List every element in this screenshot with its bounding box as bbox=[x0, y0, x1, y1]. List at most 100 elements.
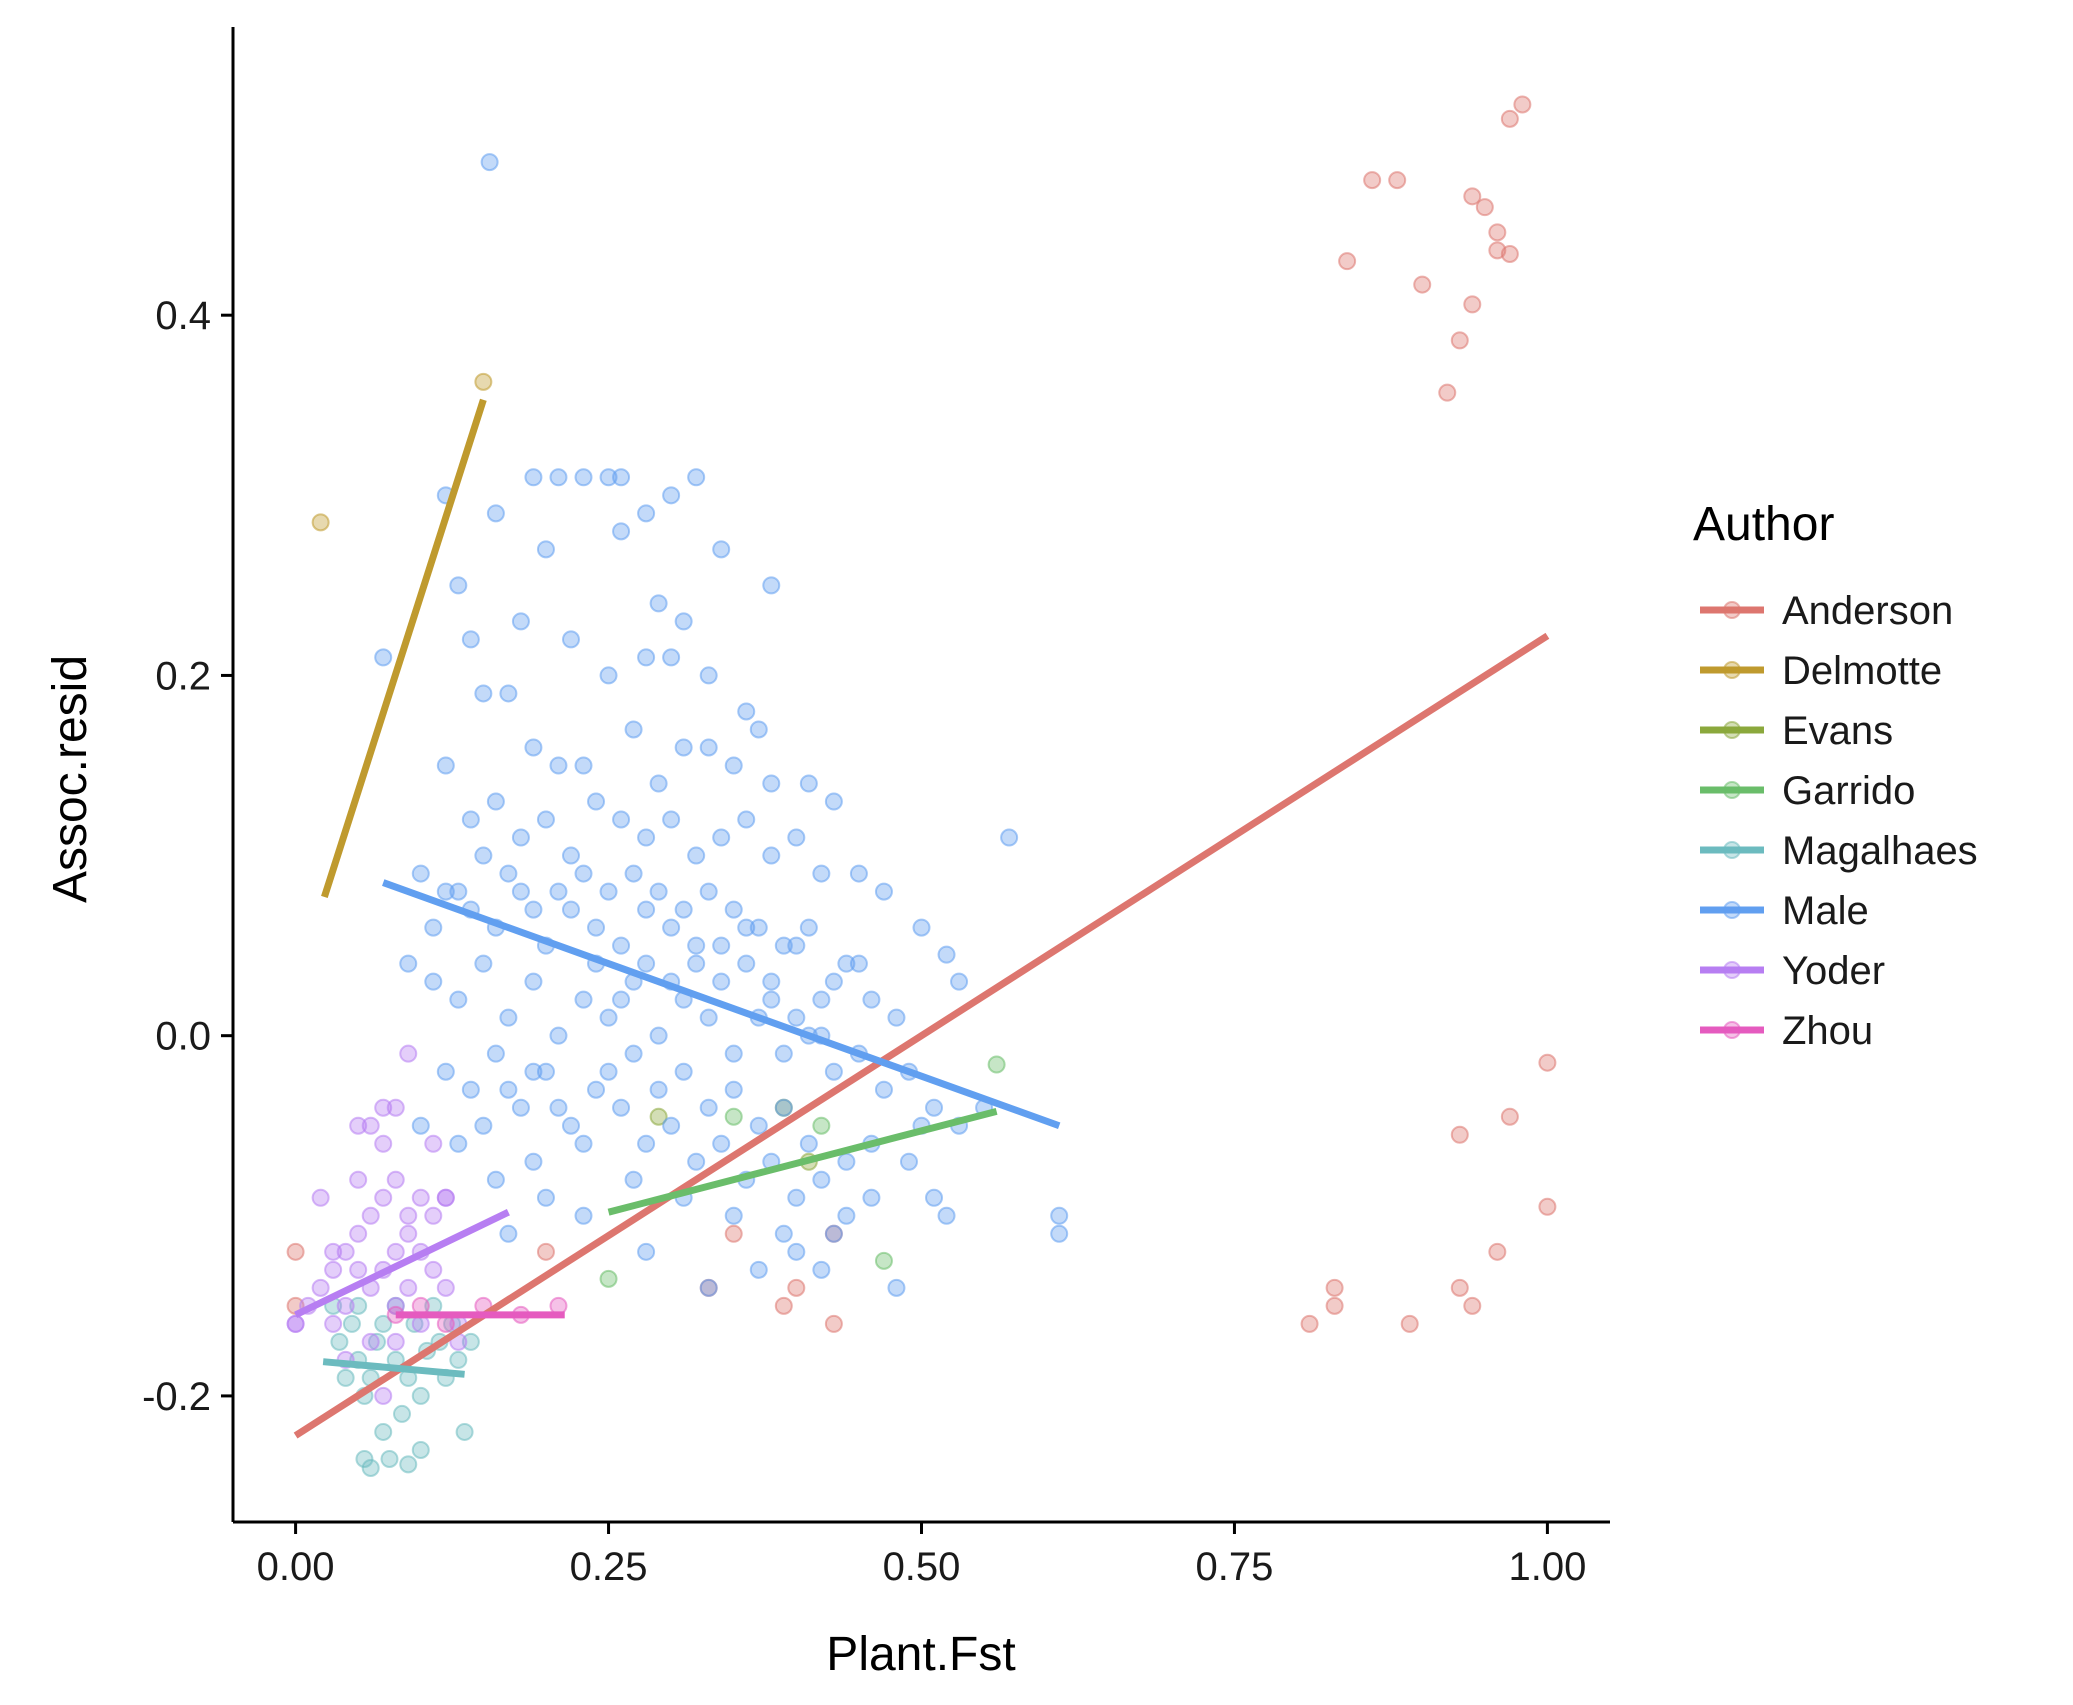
point-male bbox=[612, 990, 631, 1009]
point-evans bbox=[649, 1107, 668, 1126]
point-garrido bbox=[599, 1269, 618, 1288]
point-anderson bbox=[1488, 223, 1507, 242]
point-garrido bbox=[724, 1107, 743, 1126]
point-male bbox=[1050, 1206, 1069, 1225]
point-male bbox=[762, 990, 781, 1009]
point-male bbox=[762, 846, 781, 865]
point-anderson bbox=[1500, 244, 1519, 263]
point-yoder bbox=[361, 1116, 380, 1135]
point-anderson bbox=[724, 1224, 743, 1243]
point-male bbox=[436, 882, 455, 901]
point-male bbox=[1050, 1224, 1069, 1243]
point-yoder bbox=[336, 1296, 355, 1315]
point-yoder bbox=[324, 1314, 343, 1333]
point-male bbox=[749, 720, 768, 739]
point-male bbox=[699, 1008, 718, 1027]
point-male bbox=[637, 1134, 656, 1153]
point-male bbox=[812, 1170, 831, 1189]
point-delmotte bbox=[474, 372, 493, 391]
point-male bbox=[536, 1062, 555, 1081]
point-anderson bbox=[536, 1242, 555, 1261]
legend-key-point bbox=[1723, 841, 1741, 859]
point-anderson bbox=[1363, 171, 1382, 190]
point-anderson bbox=[1438, 383, 1457, 402]
point-anderson bbox=[1463, 1296, 1482, 1315]
point-male bbox=[411, 1116, 430, 1135]
point-male bbox=[486, 1170, 505, 1189]
legend-key-point bbox=[1723, 721, 1741, 739]
point-yoder bbox=[336, 1242, 355, 1261]
point-male bbox=[587, 792, 606, 811]
point-male bbox=[749, 1116, 768, 1135]
point-male bbox=[862, 990, 881, 1009]
point-male bbox=[799, 774, 818, 793]
point-magalhaes bbox=[367, 1332, 386, 1351]
point-garrido bbox=[874, 1251, 893, 1270]
point-male bbox=[674, 738, 693, 757]
x-tick-label: 0.50 bbox=[883, 1545, 961, 1589]
point-male bbox=[424, 972, 443, 991]
point-male bbox=[887, 1008, 906, 1027]
point-male bbox=[561, 900, 580, 919]
point-male bbox=[887, 1278, 906, 1297]
point-male bbox=[749, 1260, 768, 1279]
point-magalhaes bbox=[330, 1332, 349, 1351]
legend-title: Author bbox=[1693, 498, 1834, 551]
point-yoder bbox=[386, 1242, 405, 1261]
point-male bbox=[774, 936, 793, 955]
point-male bbox=[849, 864, 868, 883]
point-male bbox=[436, 756, 455, 775]
legend: Author Anderson Delmotte Evans Garrido Magal… bbox=[1693, 498, 1978, 1053]
point-anderson bbox=[1513, 95, 1532, 114]
point-yoder bbox=[286, 1314, 305, 1333]
point-male bbox=[749, 918, 768, 937]
point-male bbox=[411, 864, 430, 883]
point-yoder bbox=[436, 1188, 455, 1207]
point-male bbox=[599, 882, 618, 901]
y-tick-label: 0.2 bbox=[155, 654, 211, 698]
point-male bbox=[599, 666, 618, 685]
point-male bbox=[461, 810, 480, 829]
point-male bbox=[724, 1044, 743, 1063]
point-male bbox=[687, 468, 706, 487]
legend-key-point bbox=[1723, 781, 1741, 799]
point-male bbox=[799, 918, 818, 937]
point-male bbox=[612, 468, 631, 487]
y-tick-label: 0.0 bbox=[155, 1015, 211, 1059]
point-male bbox=[724, 1080, 743, 1099]
point-male bbox=[649, 1026, 668, 1045]
point-male bbox=[574, 1134, 593, 1153]
point-male bbox=[587, 1080, 606, 1099]
point-male bbox=[561, 1116, 580, 1135]
point-male bbox=[712, 972, 731, 991]
point-yoder bbox=[374, 1188, 393, 1207]
point-magalhaes bbox=[380, 1449, 399, 1468]
point-magalhaes bbox=[399, 1455, 418, 1474]
point-male bbox=[612, 522, 631, 541]
legend-label: Yoder bbox=[1782, 949, 1885, 993]
point-male bbox=[662, 486, 681, 505]
point-male bbox=[925, 1098, 944, 1117]
point-yoder bbox=[386, 1332, 405, 1351]
point-yoder bbox=[386, 1170, 405, 1189]
point-male bbox=[724, 756, 743, 775]
point-male bbox=[824, 1062, 843, 1081]
point-male bbox=[536, 810, 555, 829]
point-magalhaes bbox=[374, 1422, 393, 1441]
fit-line-magalhaes bbox=[322, 1358, 465, 1378]
point-male bbox=[511, 612, 530, 631]
point-male bbox=[549, 1026, 568, 1045]
point-anderson bbox=[1450, 331, 1469, 350]
x-tick-label: 0.75 bbox=[1196, 1545, 1274, 1589]
point-male bbox=[637, 900, 656, 919]
legend-item-garrido: Garrido bbox=[1700, 769, 1915, 813]
x-tick-label: 1.00 bbox=[1508, 1545, 1586, 1589]
point-magalhaes bbox=[411, 1440, 430, 1459]
point-male bbox=[599, 1062, 618, 1081]
fit-line-delmotte bbox=[321, 398, 487, 899]
point-male bbox=[649, 1080, 668, 1099]
point-male bbox=[524, 738, 543, 757]
point-yoder bbox=[361, 1332, 380, 1351]
point-anderson bbox=[1325, 1278, 1344, 1297]
point-anderson bbox=[1450, 1278, 1469, 1297]
